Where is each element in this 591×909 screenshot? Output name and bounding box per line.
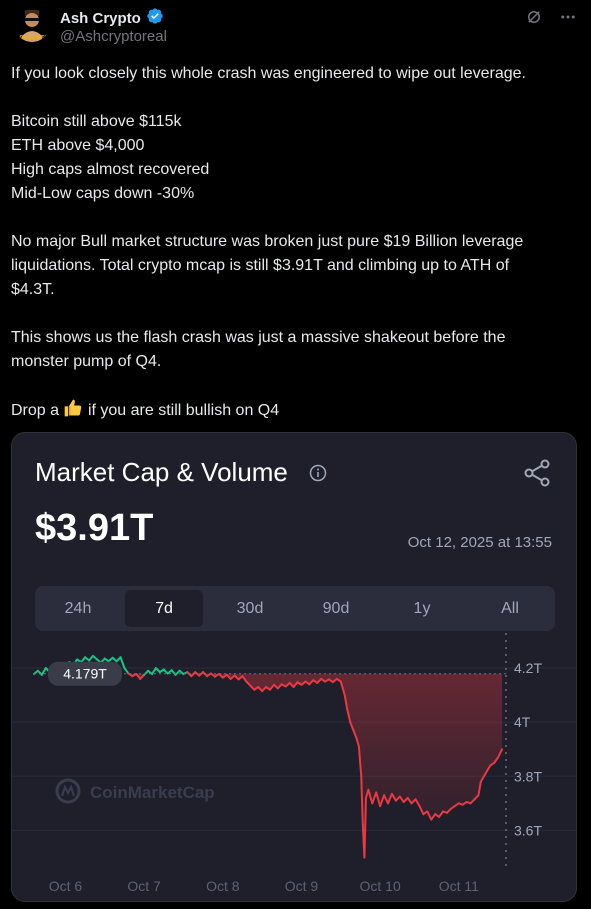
tweet-line: Bitcoin still above $115k <box>11 113 182 130</box>
price-line-segment <box>379 794 386 808</box>
price-line-segment <box>151 667 157 676</box>
price-line-segment <box>493 756 500 764</box>
tweet-line: No major Bull market structure was broke… <box>11 233 524 250</box>
price-line-segment <box>355 737 360 748</box>
below-reference-area <box>34 673 503 858</box>
tweet-line: High caps almost recovered <box>11 161 210 178</box>
tab-24h[interactable]: 24h <box>64 600 92 617</box>
price-line-segment <box>339 680 346 697</box>
x-tick-label: Oct 10 <box>360 878 401 894</box>
y-tick-label: 3.6T <box>514 822 542 838</box>
grok-icon[interactable] <box>525 8 543 26</box>
tweet-line: $4.3T. <box>11 281 55 298</box>
svg-text:ASH CRYPTO: ASH CRYPTO <box>16 35 49 41</box>
price-line-segment <box>426 810 433 821</box>
card-title: Market Cap & Volume <box>35 457 288 487</box>
tweet-header: ASH CRYPTO Ash Crypto @Ashcryptoreal <box>0 0 591 56</box>
coinmarketcap-watermark: CoinMarketCap <box>55 778 215 804</box>
x-tick-label: Oct 11 <box>439 878 479 894</box>
x-tick-label: Oct 8 <box>206 878 240 894</box>
reference-label: 4.179T <box>63 666 107 682</box>
tab-7d[interactable]: 7d <box>125 590 203 627</box>
price-line-segment <box>352 729 358 740</box>
info-icon[interactable] <box>309 464 327 482</box>
price-line-segment <box>360 775 364 826</box>
reference-badge <box>48 661 122 686</box>
price-line-segment <box>486 764 492 772</box>
price-line-segment <box>357 745 363 778</box>
x-tick-label: Oct 6 <box>49 878 83 894</box>
price-line-segment <box>343 694 349 710</box>
price-line-segment <box>482 769 489 778</box>
price-line-segment <box>292 681 299 688</box>
price-line-segment <box>479 775 485 783</box>
share-icon[interactable] <box>522 458 552 488</box>
watermark-text: CoinMarketCap <box>90 783 215 802</box>
tweet-text-fragment: if you are still bullish on Q4 <box>87 402 280 419</box>
price-line-segment <box>406 796 413 805</box>
tweet-line: If you look closely this whole crash was… <box>11 65 526 82</box>
author-handle[interactable]: @Ashcryptoreal <box>60 28 167 45</box>
tab-30d[interactable]: 30d <box>236 600 264 617</box>
price-line-segment <box>241 675 248 683</box>
tweet-line: liquidations. Total crypto mcap is still… <box>11 257 510 274</box>
price-line-segment <box>430 813 437 821</box>
tweet-line: Drop a if you are still bullish on Q4 <box>11 398 581 423</box>
timeframe-tabs: 24h 7d 30d 90d 1y All <box>35 586 555 631</box>
price-line-segment <box>390 792 397 802</box>
price-line-segment <box>375 791 382 808</box>
price-line-segment <box>346 707 352 724</box>
price-line-segment <box>80 656 87 664</box>
price-line-segment <box>88 654 94 662</box>
price-line-segment <box>438 810 445 818</box>
price-line-segment <box>497 748 504 759</box>
tab-all[interactable]: All <box>501 600 519 617</box>
tweet-line: monster pump of Q4. <box>11 353 162 370</box>
price-line-segment <box>269 683 275 691</box>
price-line-segment <box>119 656 126 670</box>
price-line-segment <box>418 805 425 816</box>
price-line-segment <box>371 791 378 805</box>
tab-90d[interactable]: 90d <box>322 600 350 617</box>
price-line-segment <box>414 798 421 808</box>
verified-badge-icon <box>146 7 164 30</box>
y-tick-label: 4T <box>514 714 531 730</box>
tweet-line: This shows us the flash crash was just a… <box>11 329 506 346</box>
tweet-text: If you look closely this whole crash was… <box>11 62 581 423</box>
y-tick-label: 3.8T <box>514 768 542 784</box>
tweet-line: Mid-Low caps down -30% <box>11 185 195 202</box>
more-icon[interactable] <box>559 8 577 26</box>
market-cap-value: $3.91T <box>35 507 154 549</box>
tweet-line: ETH above $4,000 <box>11 137 145 154</box>
price-line-segment <box>349 721 355 732</box>
price-line-segment <box>40 667 47 676</box>
price-line-segment <box>363 796 367 859</box>
avatar[interactable]: ASH CRYPTO <box>14 6 50 42</box>
price-line-segment <box>398 795 405 803</box>
y-tick-label: 4.2T <box>514 660 542 676</box>
price-line-segment <box>367 788 374 805</box>
tweet-text-fragment: Drop a <box>11 402 60 419</box>
tab-1y[interactable]: 1y <box>413 600 431 617</box>
price-line-segment <box>383 794 389 805</box>
price-line-segment <box>387 792 393 805</box>
market-cap-chart[interactable]: CoinMarketCap 4.179T 4.2T 4T 3.8T 3.6T Oct … <box>12 633 577 902</box>
x-tick-label: Oct 9 <box>285 878 319 894</box>
x-tick-label: Oct 7 <box>127 878 161 894</box>
thumbs-up-icon <box>63 398 83 418</box>
author-name[interactable]: Ash Crypto <box>60 10 141 27</box>
timestamp: Oct 12, 2025 at 13:55 <box>407 534 552 551</box>
price-line-segment <box>477 780 482 797</box>
price-line-segment <box>135 673 142 680</box>
market-cap-card[interactable]: Market Cap & Volume $3.91T Oct 12, 2025 … <box>11 432 577 902</box>
price-line-segment <box>123 667 130 675</box>
